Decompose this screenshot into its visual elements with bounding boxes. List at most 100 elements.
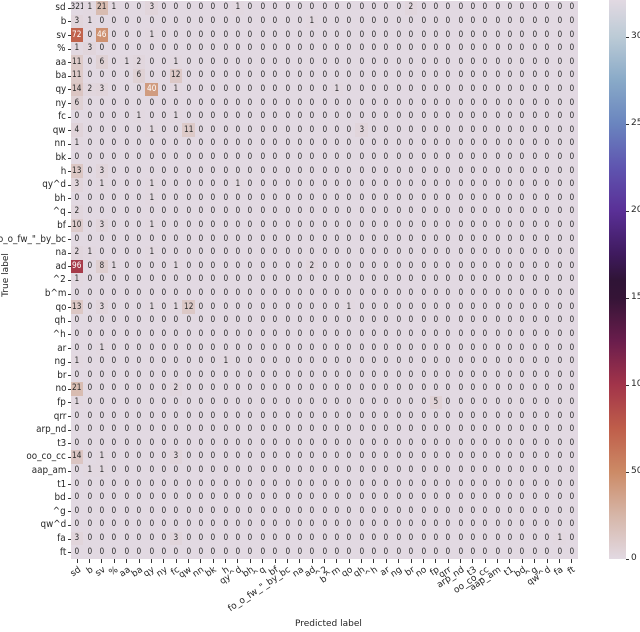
matrix-cell: 0	[503, 409, 517, 423]
cell-value: 0	[532, 70, 538, 81]
matrix-cell: 0	[441, 490, 455, 505]
matrix-cell: 0	[429, 41, 442, 56]
cell-value: 0	[569, 43, 575, 54]
cell-value: 0	[87, 342, 92, 353]
cell-value: 0	[247, 424, 253, 435]
cell-value: 0	[507, 465, 513, 476]
cell-value: 0	[433, 165, 439, 176]
matrix-cell: 0	[231, 14, 245, 29]
cell-value: 0	[495, 465, 500, 476]
matrix-cell: 0	[145, 382, 158, 396]
matrix-cell: 0	[516, 1, 529, 15]
cell-value: 0	[111, 396, 117, 407]
cell-value: 0	[74, 546, 80, 557]
cell-value: 0	[198, 437, 204, 448]
matrix-cell: 0	[454, 463, 467, 478]
matrix-cell: 0	[318, 109, 331, 124]
cell-value: 0	[408, 451, 414, 462]
cell-value: 0	[544, 533, 550, 544]
matrix-cell: 0	[145, 395, 158, 410]
cell-value: 0	[359, 424, 364, 435]
matrix-cell: 13	[71, 300, 84, 315]
matrix-cell: 0	[454, 14, 467, 29]
matrix-cell: 0	[565, 177, 578, 192]
matrix-cell: 0	[355, 286, 368, 301]
matrix-cell: 0	[343, 177, 356, 192]
matrix-cell: 0	[479, 232, 492, 246]
cell-value: 0	[445, 533, 451, 544]
matrix-cell: 0	[466, 232, 480, 246]
matrix-cell: 0	[157, 504, 170, 519]
cell-value: 0	[235, 369, 241, 380]
cell-value: 0	[519, 179, 525, 190]
matrix-cell: 1	[330, 82, 344, 97]
cell-value: 0	[173, 29, 179, 40]
matrix-cell: 0	[256, 259, 269, 274]
y-tick-label: ^h	[53, 328, 66, 340]
matrix-cell: 0	[429, 14, 442, 29]
matrix-cell: 0	[330, 382, 344, 396]
matrix-cell: 0	[380, 28, 393, 42]
cell-value: 0	[136, 465, 142, 476]
cell-value: 0	[210, 165, 216, 176]
cell-value: 0	[408, 15, 414, 26]
matrix-cell: 0	[491, 218, 504, 233]
cell-value: 0	[149, 328, 154, 339]
matrix-cell: 0	[380, 354, 393, 369]
matrix-cell: 0	[392, 436, 405, 451]
cell-value: 0	[297, 437, 303, 448]
cell-value: 0	[557, 301, 562, 312]
matrix-cell: 0	[281, 327, 294, 342]
cell-value: 0	[297, 206, 303, 217]
cell-value: 0	[519, 342, 525, 353]
cell-value: 0	[111, 301, 117, 312]
cell-value: 0	[371, 260, 377, 271]
y-tick-label: sv	[56, 29, 66, 41]
matrix-cell: 0	[503, 477, 517, 491]
matrix-cell: 0	[528, 477, 541, 491]
cell-value: 0	[285, 437, 290, 448]
matrix-cell: 0	[256, 137, 269, 151]
matrix-cell: 0	[392, 96, 405, 110]
cell-value: 0	[161, 124, 167, 135]
matrix-cell: 0	[330, 205, 344, 219]
cell-value: 0	[433, 192, 439, 203]
matrix-cell: 0	[207, 273, 220, 287]
cell-value: 0	[557, 410, 562, 421]
matrix-cell: 0	[380, 137, 393, 151]
y-tick-label: nn	[54, 138, 66, 150]
matrix-cell: 0	[466, 82, 480, 97]
cell-value: 0	[569, 220, 575, 231]
cell-value: 0	[445, 247, 451, 258]
matrix-cell: 0	[108, 69, 121, 83]
tick-mark	[68, 348, 71, 350]
cell-value: 0	[297, 356, 303, 367]
cell-value: 0	[445, 315, 451, 326]
matrix-cell: 0	[293, 422, 306, 437]
matrix-cell: 0	[132, 531, 146, 546]
cell-value: 0	[519, 451, 525, 462]
matrix-cell: 0	[318, 477, 331, 491]
matrix-cell: 2	[71, 245, 84, 260]
matrix-cell: 0	[528, 232, 541, 246]
cell-value: 0	[210, 206, 216, 217]
cell-value: 0	[111, 97, 117, 108]
cell-value: 0	[544, 83, 550, 94]
cell-value: 0	[470, 43, 476, 54]
cell-value: 0	[247, 274, 253, 285]
y-tick: qy^d	[39, 178, 71, 192]
y-tick-label: %	[57, 43, 66, 55]
cell-value: 0	[383, 124, 389, 135]
matrix-cell: 0	[441, 218, 455, 233]
matrix-cell: 0	[244, 300, 257, 315]
matrix-cell: 0	[479, 422, 492, 437]
cell-value: 3	[99, 165, 105, 176]
matrix-cell: 0	[466, 164, 480, 178]
cell-value: 0	[458, 124, 463, 135]
matrix-cell: 0	[466, 245, 480, 260]
cell-value: 0	[210, 424, 216, 435]
cell-value: 0	[74, 424, 80, 435]
tick-mark	[187, 559, 189, 563]
matrix-cell: 0	[503, 41, 517, 56]
matrix-cell: 0	[120, 28, 133, 42]
